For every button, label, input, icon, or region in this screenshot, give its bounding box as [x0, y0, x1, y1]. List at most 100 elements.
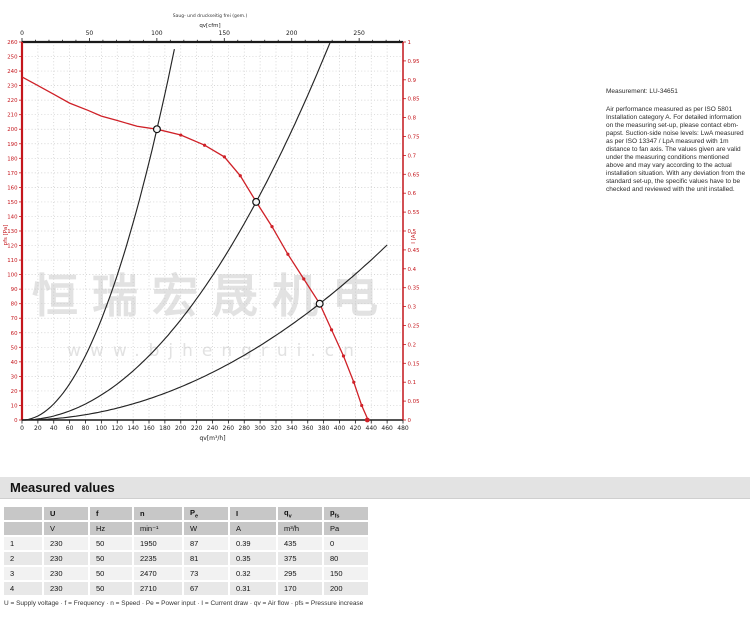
left-axis-tick-label: 10 — [11, 403, 18, 409]
table-cell: 80 — [324, 552, 368, 565]
left-axis-tick-label: 150 — [7, 200, 18, 206]
bottom-axis-tick-label: 120 — [112, 425, 124, 432]
left-axis-tick-label: 110 — [7, 258, 18, 264]
column-header: qv — [278, 507, 322, 520]
table-cell: 67 — [184, 582, 228, 595]
table-cell: 0.31 — [230, 582, 276, 595]
bottom-axis-tick-label: 200 — [175, 425, 187, 432]
right-axis-title: I [A] — [411, 232, 417, 243]
left-axis-tick-label: 90 — [11, 287, 18, 293]
table-cell: 230 — [44, 552, 88, 565]
operating-point-marker — [364, 417, 370, 423]
table-cell: 200 — [324, 582, 368, 595]
left-axis-tick-label: 20 — [11, 389, 18, 395]
bottom-axis-tick-label: 260 — [223, 425, 235, 432]
fan-curve-marker — [222, 155, 227, 159]
measurement-note-title: Measurement: LU-34651 — [606, 88, 678, 95]
column-header: Pe — [184, 507, 228, 520]
table-cell: 0.35 — [230, 552, 276, 565]
fan-curve-marker — [341, 354, 346, 358]
table-row: 2 230 50 2235 81 0.35 375 80 — [4, 552, 368, 565]
left-axis-tick-label: 240 — [7, 69, 18, 75]
table-cell: 0 — [324, 537, 368, 550]
table-cell: 81 — [184, 552, 228, 565]
column-unit: W — [184, 522, 228, 535]
right-axis-tick-label: 0 — [408, 418, 412, 424]
table-cell: 87 — [184, 537, 228, 550]
left-axis-tick-label: 220 — [7, 98, 18, 104]
right-axis-tick-label: 0.6 — [408, 191, 417, 197]
right-axis-tick-label: 0.4 — [408, 267, 417, 273]
fan-curve-marker — [286, 252, 290, 256]
left-axis-tick-label: 230 — [7, 84, 18, 90]
measured-values-footnote: U = Supply voltage · f = Frequency · n =… — [4, 600, 364, 607]
right-axis-tick-label: 0.5 — [408, 229, 417, 235]
fan-curve-marker — [329, 328, 334, 332]
left-axis-tick-label: 140 — [7, 214, 18, 220]
watermark-url-text: www.bjhengrui.cn — [67, 341, 363, 361]
bottom-axis-tick-label: 40 — [50, 425, 58, 432]
bottom-axis-tick-label: 440 — [366, 425, 378, 432]
left-axis-tick-label: 100 — [7, 273, 18, 279]
bottom-axis-tick-label: 20 — [34, 425, 42, 432]
left-axis-tick-label: 160 — [7, 185, 18, 191]
left-axis-tick-label: 50 — [11, 345, 18, 351]
left-axis-tick-label: 40 — [11, 360, 18, 366]
measurement-note: Measurement: LU-34651 Air performance me… — [606, 88, 747, 194]
bottom-axis-tick-label: 300 — [254, 425, 266, 432]
row-number-cell: 3 — [4, 567, 42, 580]
column-unit: A — [230, 522, 276, 535]
right-axis-tick-label: 1 — [408, 40, 411, 46]
left-axis-tick-label: 120 — [7, 244, 18, 250]
bottom-axis-tick-label: 80 — [82, 425, 90, 432]
left-axis-tick-label: 210 — [7, 113, 18, 119]
system-curve — [22, 42, 331, 421]
table-cell: 230 — [44, 567, 88, 580]
top-axis-tick-label: 200 — [286, 30, 298, 37]
table-cell: 230 — [44, 537, 88, 550]
bottom-axis-tick-label: 340 — [286, 425, 298, 432]
bottom-axis-tick-label: 220 — [191, 425, 203, 432]
right-axis-tick-label: 0.15 — [408, 361, 420, 367]
watermark-cjk-text: 恒瑞宏晟机电 — [32, 269, 392, 323]
bottom-axis-title: qv[m³/h] — [199, 435, 225, 442]
fan-curve-marker — [360, 403, 364, 408]
left-axis-tick-label: 30 — [11, 374, 18, 380]
table-cell: 50 — [90, 582, 132, 595]
left-axis-tick-label: 180 — [7, 156, 18, 162]
table-row: 1 230 50 1950 87 0.39 435 0 — [4, 537, 368, 550]
bottom-axis-tick-label: 420 — [350, 425, 362, 432]
left-axis-tick-label: 170 — [7, 171, 18, 177]
right-axis-tick-label: 0.7 — [408, 153, 417, 159]
table-cell: 0.32 — [230, 567, 276, 580]
fan-curve — [21, 76, 369, 421]
left-axis-tick-label: 130 — [7, 229, 18, 235]
top-axis-tick-label: 250 — [353, 30, 365, 37]
bottom-axis-tick-label: 360 — [302, 425, 314, 432]
column-unit: V — [44, 522, 88, 535]
fan-curve-marker — [179, 133, 183, 137]
column-header — [4, 507, 42, 520]
row-number-cell: 2 — [4, 552, 42, 565]
table-cell: 170 — [278, 582, 322, 595]
right-axis-tick-label: 0.3 — [408, 305, 417, 311]
bottom-axis-tick-label: 380 — [318, 425, 330, 432]
column-header: I — [230, 507, 276, 520]
bottom-axis-tick-label: 100 — [96, 425, 108, 432]
fan-curve-marker — [238, 174, 242, 178]
bottom-axis-tick-label: 400 — [334, 425, 346, 432]
right-axis-tick-label: 0.8 — [408, 116, 417, 122]
table-cell: 150 — [324, 567, 368, 580]
bottom-axis-tick-label: 480 — [397, 425, 409, 432]
table-cell: 2710 — [134, 582, 182, 595]
left-axis-tick-label: 70 — [11, 316, 18, 322]
table-cell: 2235 — [134, 552, 182, 565]
left-axis-tick-label: 200 — [7, 127, 18, 133]
left-axis-title: pfs [Pa] — [3, 225, 9, 246]
table-cell: 295 — [278, 567, 322, 580]
measured-values-heading: Measured values — [10, 480, 115, 495]
table-row: 3 230 50 2470 73 0.32 295 150 — [4, 567, 368, 580]
